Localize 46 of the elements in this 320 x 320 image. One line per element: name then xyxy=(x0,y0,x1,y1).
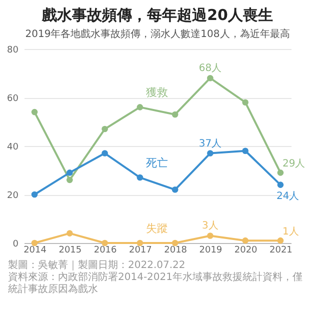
point xyxy=(242,99,248,106)
point xyxy=(66,176,73,184)
data-label: 29人 xyxy=(282,158,306,170)
point xyxy=(207,232,214,239)
y-tick-label: 80 xyxy=(7,46,19,56)
text: 製圖：吳敏菁｜製圖日期：2022.07.22 xyxy=(8,260,186,272)
point xyxy=(31,108,38,116)
x-tick-label: 2016 xyxy=(94,246,118,256)
point xyxy=(136,174,144,181)
x-tick-label: 2020 xyxy=(234,246,258,256)
series-label: 死亡 xyxy=(146,156,168,170)
point xyxy=(277,237,284,244)
point xyxy=(242,148,248,154)
series-label: 獲救 xyxy=(146,86,168,100)
point xyxy=(102,126,108,132)
chart-subtitle: 2019年各地戲水事故頻傳，溺水人數達108人，為近年最高 xyxy=(25,28,290,40)
point xyxy=(136,104,144,110)
y-tick-label: 60 xyxy=(7,94,19,104)
x-tick-label: 2021 xyxy=(270,246,292,256)
y-tick-label: 40 xyxy=(7,142,19,152)
point xyxy=(277,170,284,176)
source-note: 資料來源：內政部消防署2014-2021年水域事故救援統計資料，僅統計事故原因為戲水 xyxy=(8,272,304,296)
point xyxy=(66,170,73,176)
y-tick-label: 20 xyxy=(7,191,19,201)
point xyxy=(277,182,284,188)
point xyxy=(102,150,108,156)
x-tick-label: 2019 xyxy=(199,246,222,256)
data-label: 68人 xyxy=(198,63,222,74)
x-tick-label: 2014 xyxy=(24,246,47,256)
data-label: 3人 xyxy=(202,220,218,232)
data-label: 24人 xyxy=(276,190,300,202)
data-label: 37人 xyxy=(198,138,222,150)
series-label: 失蹤 xyxy=(146,222,168,235)
data-label: 1人 xyxy=(282,226,299,238)
y-tick-label: 0 xyxy=(12,240,19,250)
chart-title: 戲水事故頻傳，每年超過20人喪生 xyxy=(41,6,273,24)
point xyxy=(66,230,73,236)
point xyxy=(207,74,214,82)
point xyxy=(172,111,178,118)
x-tick-label: 2015 xyxy=(58,246,82,256)
x-tick-label: 2017 xyxy=(128,246,152,256)
point xyxy=(172,186,178,193)
x-tick-label: 2018 xyxy=(164,246,188,256)
point xyxy=(242,237,248,244)
point xyxy=(207,150,214,156)
point xyxy=(31,191,38,198)
